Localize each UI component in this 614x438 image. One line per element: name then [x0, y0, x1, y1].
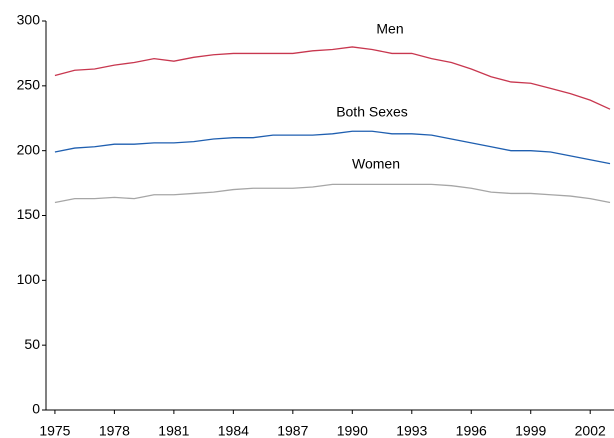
x-tick-label: 1999: [515, 423, 546, 438]
x-tick-label: 1984: [218, 423, 249, 438]
series-line: [54, 130, 611, 165]
y-tick-label: 200: [17, 141, 41, 157]
series-label: Both Sexes: [336, 104, 408, 120]
series-label: Women: [352, 156, 400, 172]
series-line: [54, 46, 611, 110]
x-tick-label: 1978: [99, 423, 130, 438]
y-tick-label: 0: [32, 401, 40, 417]
x-tick-label: 1990: [337, 423, 368, 438]
y-tick-label: 50: [24, 336, 40, 352]
y-tick-label: 250: [17, 77, 41, 93]
x-tick-label: 2002: [575, 423, 606, 438]
series-label: Men: [376, 21, 403, 37]
x-tick-label: 1975: [39, 423, 70, 438]
series-line: [54, 183, 611, 204]
x-tick-label: 1987: [277, 423, 308, 438]
y-tick-label: 150: [17, 206, 41, 222]
x-tick-label: 1996: [456, 423, 487, 438]
x-tick-label: 1981: [158, 423, 189, 438]
y-tick-label: 100: [17, 271, 41, 287]
x-tick-label: 1993: [396, 423, 427, 438]
y-tick-label: 300: [17, 12, 41, 28]
